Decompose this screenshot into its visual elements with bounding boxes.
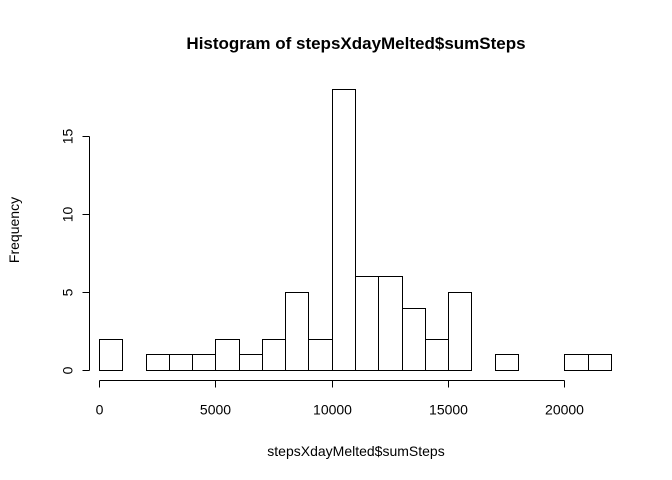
chart-title: Histogram of stepsXdayMelted$sumSteps — [186, 34, 525, 53]
histogram-bar-8 — [285, 292, 309, 371]
histogram-bar-10 — [332, 89, 356, 371]
histogram-bar-6 — [239, 354, 263, 371]
histogram-bar-13 — [402, 308, 426, 371]
x-tick-label-1: 5000 — [200, 402, 231, 418]
x-tick-label-2: 10000 — [313, 402, 352, 418]
y-tick-label-0: 0 — [60, 366, 76, 374]
x-axis: 0 5000 10000 15000 20000 — [96, 380, 584, 418]
histogram-bar-5 — [215, 339, 240, 371]
histogram-bar-15 — [448, 292, 472, 371]
y-axis-label: Frequency — [6, 197, 22, 263]
histogram-bar-7 — [262, 339, 286, 371]
histogram-bar-14 — [425, 339, 449, 371]
histogram-bar-0 — [99, 339, 123, 371]
y-tick-label-2: 10 — [60, 207, 76, 223]
histogram-bar-3 — [169, 354, 193, 371]
histogram-bar-2 — [146, 354, 170, 371]
histogram-bars — [99, 89, 612, 371]
x-tick-label-4: 20000 — [545, 402, 584, 418]
histogram-bar-21 — [588, 354, 612, 371]
y-axis: 0 5 10 15 — [60, 129, 90, 374]
histogram-bar-4 — [192, 354, 216, 371]
histogram-bar-20 — [564, 354, 589, 371]
histogram-bar-12 — [378, 276, 403, 371]
histogram-bar-11 — [355, 276, 379, 371]
x-axis-label: stepsXdayMelted$sumSteps — [267, 443, 444, 459]
x-tick-label-0: 0 — [96, 402, 104, 418]
y-tick-label-3: 15 — [60, 129, 76, 145]
histogram-bar-17 — [495, 354, 519, 371]
x-tick-label-3: 15000 — [429, 402, 468, 418]
y-tick-label-1: 5 — [60, 288, 76, 296]
histogram-bar-9 — [308, 339, 333, 371]
